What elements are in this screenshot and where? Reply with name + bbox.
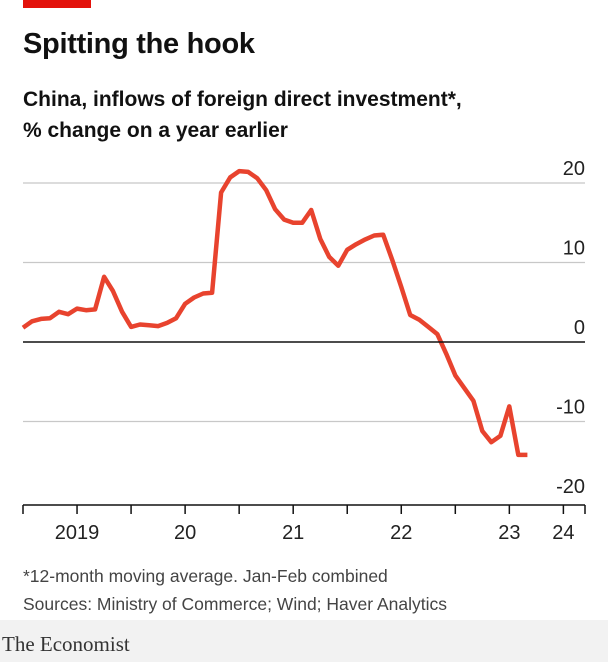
- y-axis-tick-labels: 20 10 0 -10 -20: [556, 158, 585, 498]
- line-chart: 20 10 0 -10 -20 2019 20 21 22 23 24: [21, 158, 586, 544]
- series-layer: [21, 168, 585, 458]
- chart-card: Spitting the hook China, inflows of fore…: [21, 0, 593, 618]
- x-tick-label: 24: [552, 522, 574, 544]
- x-tick-label: 21: [282, 522, 304, 544]
- y-tick-label: 0: [574, 317, 585, 339]
- y-tick-label: 10: [563, 238, 585, 260]
- chart-title: Spitting the hook: [23, 28, 255, 60]
- x-tick-label: 2019: [55, 522, 100, 544]
- subtitle-line-2: % change on a year earlier: [23, 119, 288, 142]
- footer-bar: [0, 620, 608, 662]
- x-tick-label: 23: [498, 522, 520, 544]
- x-axis: 2019 20 21 22 23 24: [22, 504, 586, 544]
- y-tick-label: -10: [556, 397, 585, 419]
- y-tick-label: 20: [563, 158, 585, 180]
- y-tick-label: -20: [556, 476, 585, 498]
- brand-red-tag: [23, 0, 91, 8]
- chart-footnote: *12-month moving average. Jan-Feb combin…: [23, 562, 447, 618]
- gridlines: [23, 182, 585, 423]
- series-line-fdi: [21, 168, 528, 458]
- footnote-note: *12-month moving average. Jan-Feb combin…: [23, 566, 388, 586]
- chart-subtitle: China, inflows of foreign direct investm…: [23, 84, 593, 146]
- brand-logo-text: The Economist: [2, 632, 130, 656]
- subtitle-line-1: China, inflows of foreign direct investm…: [23, 88, 462, 111]
- x-tick-label: 22: [390, 522, 412, 544]
- footnote-sources: Sources: Ministry of Commerce; Wind; Hav…: [23, 594, 448, 614]
- x-tick-label: 20: [174, 522, 196, 544]
